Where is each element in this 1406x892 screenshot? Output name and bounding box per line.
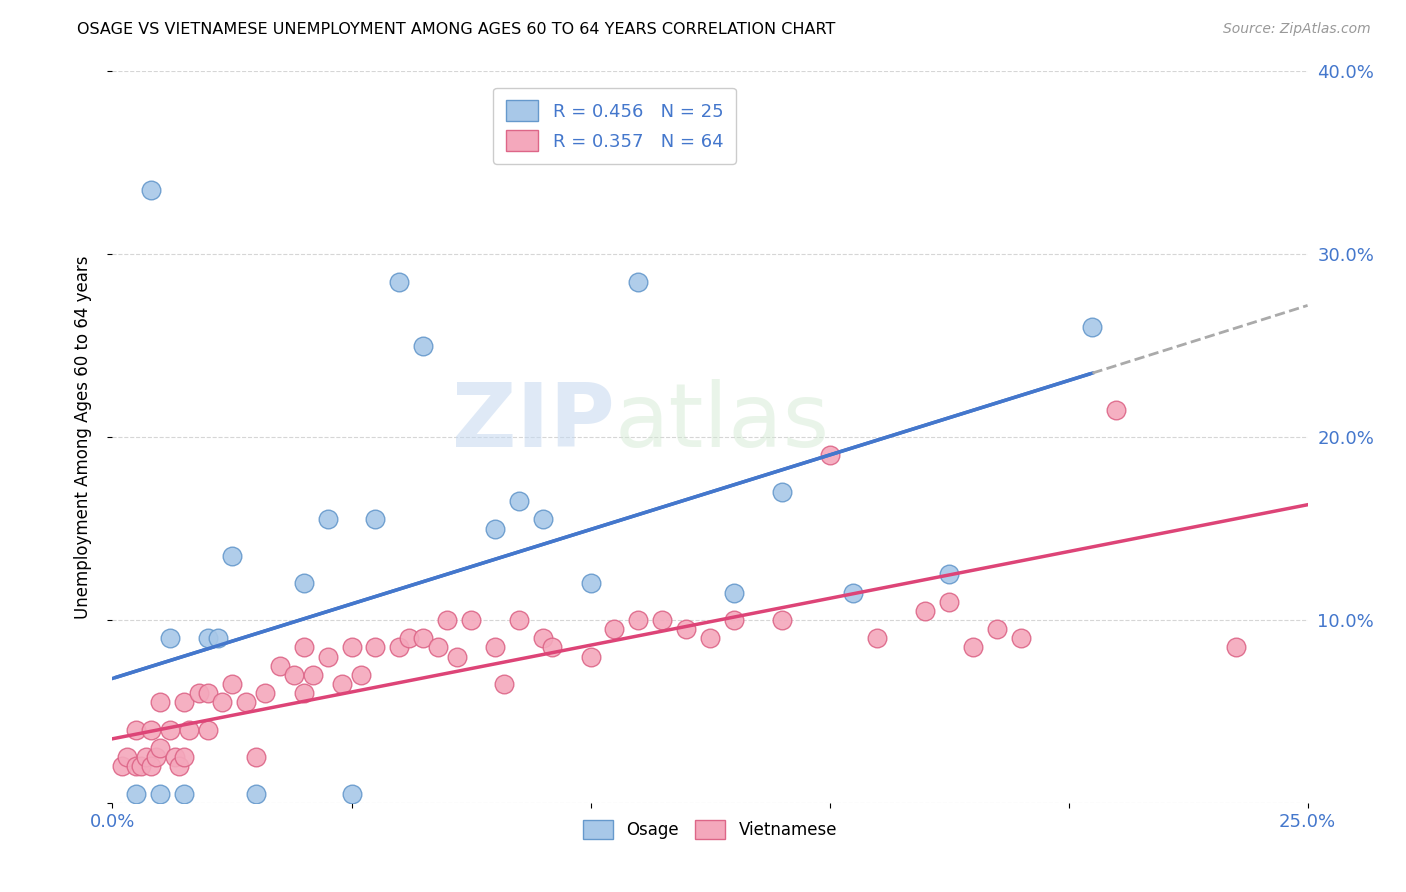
Point xyxy=(531,512,554,526)
Point xyxy=(149,740,172,755)
Point xyxy=(651,613,673,627)
Point xyxy=(508,494,530,508)
Point xyxy=(292,686,315,700)
Point xyxy=(316,512,339,526)
Point xyxy=(125,723,148,737)
Point xyxy=(139,759,162,773)
Point xyxy=(579,649,602,664)
Point xyxy=(159,632,181,646)
Text: Source: ZipAtlas.com: Source: ZipAtlas.com xyxy=(1223,22,1371,37)
Point xyxy=(350,667,373,681)
Point xyxy=(627,613,650,627)
Legend: Osage, Vietnamese: Osage, Vietnamese xyxy=(576,814,844,846)
Point xyxy=(398,632,420,646)
Point xyxy=(531,632,554,646)
Point xyxy=(173,750,195,764)
Point xyxy=(149,787,172,801)
Point xyxy=(221,549,243,563)
Point xyxy=(508,613,530,627)
Point xyxy=(364,640,387,655)
Point xyxy=(426,640,449,655)
Point xyxy=(269,658,291,673)
Point xyxy=(145,750,167,764)
Point xyxy=(187,686,209,700)
Point xyxy=(1010,632,1032,646)
Point xyxy=(316,649,339,664)
Point xyxy=(139,183,162,197)
Point xyxy=(412,632,434,646)
Point xyxy=(125,759,148,773)
Y-axis label: Unemployment Among Ages 60 to 64 years: Unemployment Among Ages 60 to 64 years xyxy=(73,255,91,619)
Point xyxy=(302,667,325,681)
Point xyxy=(723,613,745,627)
Point xyxy=(484,521,506,535)
Point xyxy=(330,677,353,691)
Point xyxy=(292,640,315,655)
Point xyxy=(675,622,697,636)
Point xyxy=(163,750,186,764)
Point xyxy=(177,723,200,737)
Point xyxy=(197,723,219,737)
Point xyxy=(770,613,793,627)
Point xyxy=(283,667,305,681)
Point xyxy=(340,640,363,655)
Text: ZIP: ZIP xyxy=(451,379,614,466)
Point xyxy=(159,723,181,737)
Point xyxy=(388,640,411,655)
Point xyxy=(962,640,984,655)
Point xyxy=(169,759,191,773)
Point xyxy=(770,485,793,500)
Point xyxy=(197,632,219,646)
Text: atlas: atlas xyxy=(614,379,830,466)
Point xyxy=(1225,640,1247,655)
Point xyxy=(494,677,516,691)
Point xyxy=(986,622,1008,636)
Point xyxy=(111,759,134,773)
Point xyxy=(541,640,564,655)
Point xyxy=(115,750,138,764)
Point xyxy=(149,695,172,709)
Point xyxy=(173,787,195,801)
Point xyxy=(699,632,721,646)
Point xyxy=(207,632,229,646)
Point xyxy=(197,686,219,700)
Point xyxy=(938,567,960,582)
Point xyxy=(484,640,506,655)
Point xyxy=(292,576,315,591)
Point xyxy=(603,622,626,636)
Point xyxy=(446,649,468,664)
Point xyxy=(866,632,889,646)
Point xyxy=(340,787,363,801)
Point xyxy=(723,585,745,599)
Point xyxy=(211,695,233,709)
Point xyxy=(579,576,602,591)
Point xyxy=(842,585,865,599)
Point xyxy=(125,787,148,801)
Point xyxy=(139,723,162,737)
Point xyxy=(364,512,387,526)
Point xyxy=(245,787,267,801)
Point xyxy=(245,750,267,764)
Point xyxy=(412,338,434,352)
Point xyxy=(938,594,960,608)
Point xyxy=(818,448,841,462)
Point xyxy=(135,750,157,764)
Point xyxy=(129,759,152,773)
Point xyxy=(1105,402,1128,417)
Point xyxy=(436,613,458,627)
Point xyxy=(1081,320,1104,334)
Point xyxy=(460,613,482,627)
Point xyxy=(914,604,936,618)
Point xyxy=(173,695,195,709)
Point xyxy=(388,275,411,289)
Point xyxy=(254,686,277,700)
Point xyxy=(627,275,650,289)
Text: OSAGE VS VIETNAMESE UNEMPLOYMENT AMONG AGES 60 TO 64 YEARS CORRELATION CHART: OSAGE VS VIETNAMESE UNEMPLOYMENT AMONG A… xyxy=(77,22,835,37)
Point xyxy=(221,677,243,691)
Point xyxy=(235,695,257,709)
